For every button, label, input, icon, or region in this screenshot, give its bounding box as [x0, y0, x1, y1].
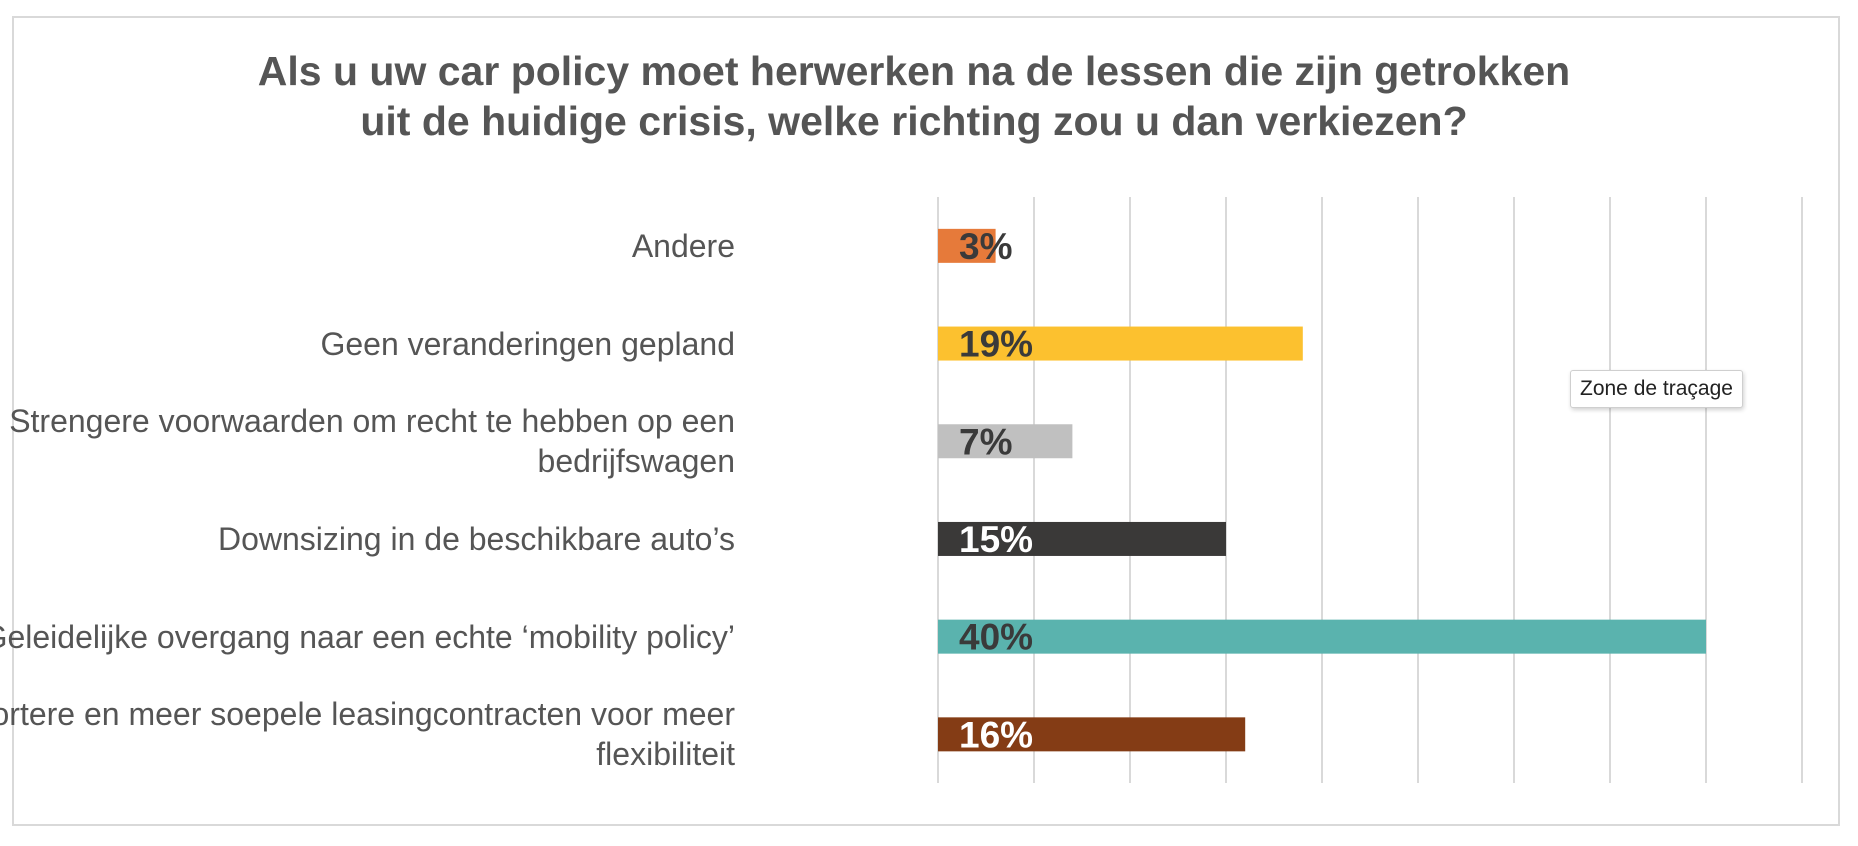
- chart-title-line-2: uit de huidige crisis, welke richting zo…: [360, 98, 1468, 144]
- bar[interactable]: [938, 326, 1303, 361]
- category-label-line: Strengere voorwaarden om recht te hebben…: [9, 403, 735, 440]
- category-label-line: Kortere en meer soepele leasingcontracte…: [0, 696, 735, 733]
- plot-area-tooltip: Zone de traçage: [1570, 370, 1743, 408]
- category-label: Downsizing in de beschikbare auto’s: [0, 519, 735, 559]
- category-label: Strengere voorwaarden om recht te hebben…: [0, 401, 735, 481]
- category-label-line: Downsizing in de beschikbare auto’s: [217, 520, 735, 557]
- chart-title: Als u uw car policy moet herwerken na de…: [0, 46, 1828, 146]
- category-label-line: bedrijfswagen: [537, 443, 735, 480]
- bar[interactable]: [938, 424, 1073, 459]
- data-label: 3%: [959, 226, 1012, 267]
- chart-area: [12, 16, 1840, 826]
- data-label: 40%: [959, 617, 1033, 658]
- category-label: Geleidelijke overgang naar een echte ‘mo…: [0, 617, 735, 657]
- category-label-line: Geen veranderingen gepland: [320, 325, 735, 362]
- data-label: 19%: [959, 324, 1033, 365]
- category-label: Geen veranderingen gepland: [0, 324, 735, 364]
- data-label: 16%: [959, 714, 1033, 755]
- category-label: Kortere en meer soepele leasingcontracte…: [0, 694, 735, 774]
- category-label-line: Geleidelijke overgang naar een echte ‘mo…: [0, 618, 735, 655]
- bar[interactable]: [938, 521, 1226, 556]
- category-label-line: flexibiliteit: [596, 736, 735, 773]
- data-label: 7%: [959, 421, 1012, 462]
- category-label: Andere: [0, 226, 735, 266]
- bar[interactable]: [938, 619, 1706, 654]
- bar[interactable]: [938, 717, 1246, 752]
- chart-title-line-1: Als u uw car policy moet herwerken na de…: [257, 48, 1571, 94]
- data-label: 15%: [959, 519, 1033, 560]
- category-label-line: Andere: [631, 227, 735, 264]
- bar[interactable]: [938, 228, 996, 263]
